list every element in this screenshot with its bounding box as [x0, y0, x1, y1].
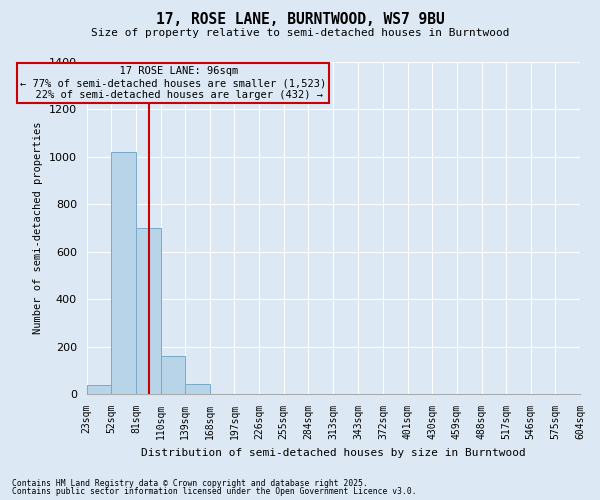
Y-axis label: Number of semi-detached properties: Number of semi-detached properties	[34, 122, 43, 334]
X-axis label: Distribution of semi-detached houses by size in Burntwood: Distribution of semi-detached houses by …	[141, 448, 526, 458]
Text: Contains HM Land Registry data © Crown copyright and database right 2025.: Contains HM Land Registry data © Crown c…	[12, 478, 368, 488]
Bar	[112, 152, 136, 394]
Text: Contains public sector information licensed under the Open Government Licence v3: Contains public sector information licen…	[12, 487, 416, 496]
Bar	[161, 356, 185, 394]
Text: 17 ROSE LANE: 96sqm
← 77% of semi-detached houses are smaller (1,523)
  22% of s: 17 ROSE LANE: 96sqm ← 77% of semi-detach…	[20, 66, 326, 100]
Bar	[185, 384, 210, 394]
Bar	[136, 228, 161, 394]
Text: Size of property relative to semi-detached houses in Burntwood: Size of property relative to semi-detach…	[91, 28, 509, 38]
Bar	[87, 384, 112, 394]
Text: 17, ROSE LANE, BURNTWOOD, WS7 9BU: 17, ROSE LANE, BURNTWOOD, WS7 9BU	[155, 12, 445, 28]
